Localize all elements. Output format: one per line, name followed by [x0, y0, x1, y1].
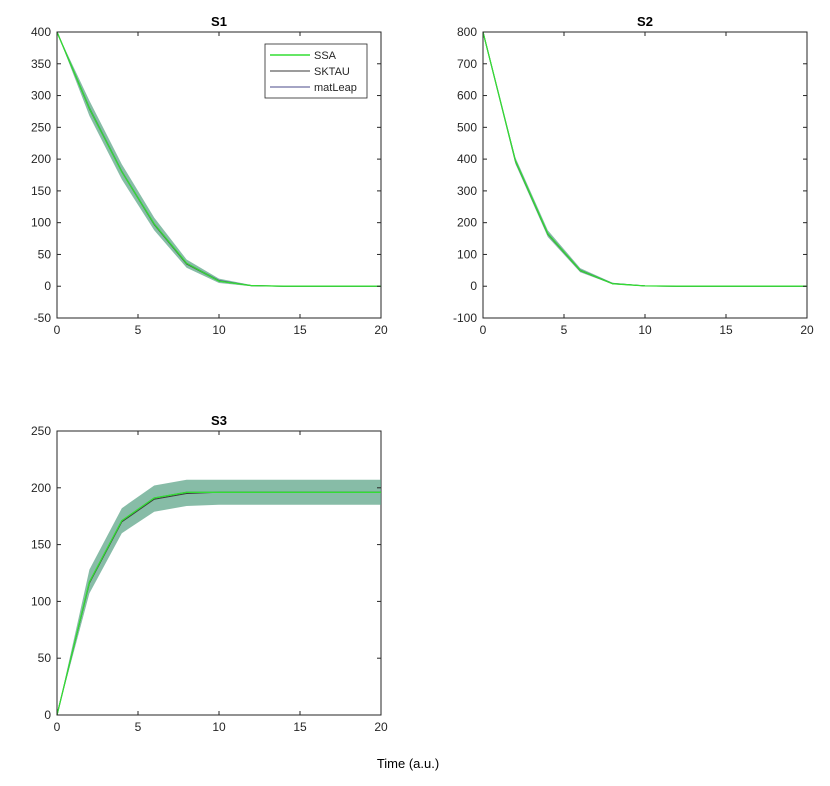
s2-ytick-label: 300: [457, 184, 477, 198]
legend-label-sktau: SKTAU: [314, 66, 350, 78]
s1-line-ssa: [56, 31, 381, 287]
s1-title: S1: [211, 14, 227, 29]
s3-ytick-label: 0: [44, 708, 51, 722]
s3-ytick-label: 250: [31, 424, 51, 438]
s2-xtick-label: 10: [638, 323, 652, 337]
s2-ytick-label: -100: [453, 311, 477, 325]
s1-xtick-label: 10: [212, 323, 226, 337]
s1-ytick-label: 400: [31, 25, 51, 39]
s3-ytick-label: 200: [31, 481, 51, 495]
s3-title: S3: [211, 413, 227, 428]
s3-xtick-label: 15: [293, 720, 307, 734]
s2-axes-box: [482, 31, 808, 319]
s2-ytick-label: 700: [457, 57, 477, 71]
s3-ytick-label: 50: [38, 651, 52, 665]
s2-xtick-label: 20: [800, 323, 814, 337]
s2-ytick-label: 500: [457, 120, 477, 134]
s2-xtick-label: 5: [561, 323, 568, 337]
s2-title: S2: [637, 14, 653, 29]
s2-ytick-label: 100: [457, 247, 477, 261]
s3-xtick-label: 10: [212, 720, 226, 734]
s3-xtick-label: 5: [135, 720, 142, 734]
s1-ytick-label: 100: [31, 216, 51, 230]
s1-ytick-label: 0: [44, 279, 51, 293]
s3-ytick-label: 100: [31, 594, 51, 608]
s2-ytick-label: 600: [457, 89, 477, 103]
s1-ytick-label: -50: [34, 311, 52, 325]
chart-s1: 0 5 10 15 20-50050100150200250300350400S1SSA…: [31, 14, 388, 337]
s2-ytick-label: 200: [457, 216, 477, 230]
s3-band: [57, 479, 381, 715]
s2-line-ssa: [482, 31, 807, 287]
s2-ytick-label: 0: [470, 279, 477, 293]
s2-xtick-label: 0: [480, 323, 487, 337]
s3-xtick-label: 0: [54, 720, 61, 734]
s1-xtick-label: 0: [54, 323, 61, 337]
s3-axes-box: [56, 430, 382, 716]
s1-xtick-label: 5: [135, 323, 142, 337]
s1-ytick-label: 150: [31, 184, 51, 198]
s2-ytick-label: 800: [457, 25, 477, 39]
s1-ytick-label: 300: [31, 89, 51, 103]
s1-xtick-label: 15: [293, 323, 307, 337]
legend-label-matleap: matLeap: [314, 82, 357, 94]
s1-ytick-label: 250: [31, 120, 51, 134]
s1-legend: SSA SKTAU matLeap: [264, 43, 368, 99]
s3-xtick-label: 20: [374, 720, 388, 734]
x-axis-label: Time (a.u.): [377, 756, 439, 771]
s1-ytick-label: 200: [31, 152, 51, 166]
s1-ytick-label: 350: [31, 57, 51, 71]
s1-ytick-label: 50: [38, 247, 52, 261]
s3-line-ssa: [56, 491, 381, 716]
s2-xtick-label: 15: [719, 323, 733, 337]
legend-label-ssa: SSA: [314, 50, 337, 62]
s1-xtick-label: 20: [374, 323, 388, 337]
s3-ytick-label: 150: [31, 538, 51, 552]
s2-ytick-label: 400: [457, 152, 477, 166]
